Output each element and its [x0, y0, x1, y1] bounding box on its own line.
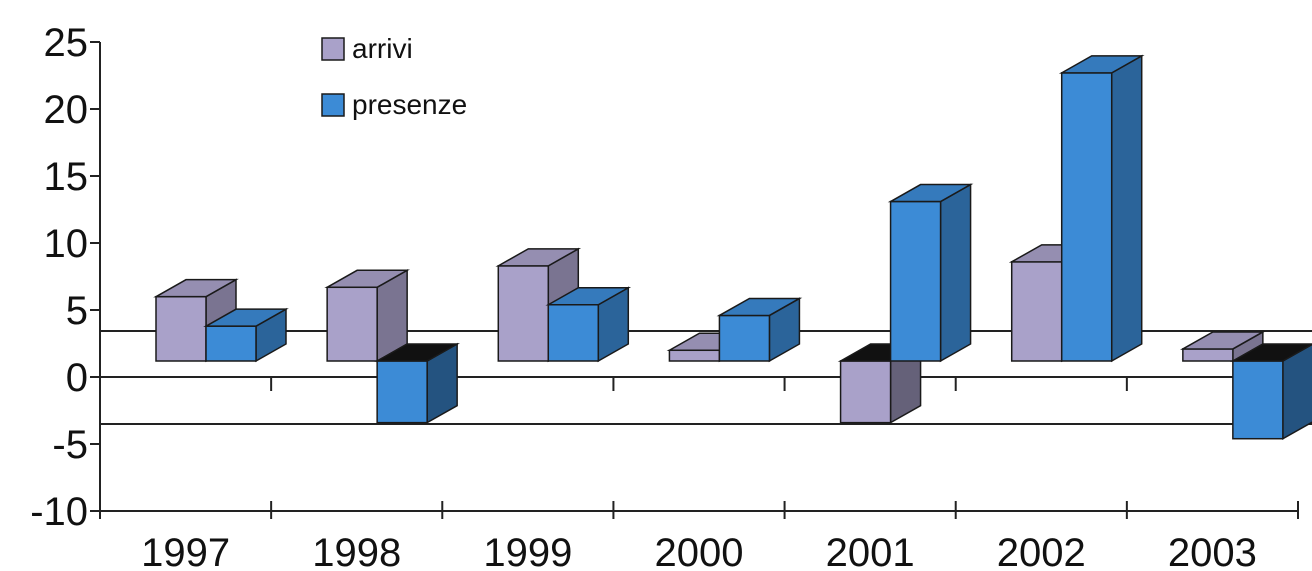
y-tick-label: 25 — [44, 21, 89, 65]
y-tick-label: -10 — [30, 490, 88, 534]
legend-swatch-arrivi — [321, 37, 345, 61]
legend-label-presenze: presenze — [352, 89, 467, 120]
x-category-label: 1998 — [312, 531, 401, 571]
bar-presenze-2003 — [1230, 343, 1312, 441]
x-category-label: 1997 — [141, 531, 230, 571]
x-category-label: 2000 — [655, 531, 744, 571]
bar-arrivi-2003 — [1180, 330, 1266, 363]
bar-presenze-1999 — [545, 286, 632, 363]
bar-layer — [153, 54, 1312, 441]
legend-swatch-presenze — [321, 93, 345, 117]
bar-presenze-2000 — [716, 297, 803, 363]
bar-presenze-1997 — [203, 307, 289, 363]
legend-label-arrivi: arrivi — [352, 33, 413, 64]
x-category-label: 2003 — [1168, 531, 1257, 571]
y-tick-label: 0 — [66, 356, 88, 400]
bar-presenze-1998 — [374, 342, 460, 424]
x-category-label: 2002 — [997, 531, 1086, 571]
y-tick-label: -5 — [52, 423, 88, 467]
axes: 25 20 15 10 5 0 -5 -10 1997 1998 1999 2000 2001 2002 2… — [30, 21, 1299, 571]
legend: arrivi presenze — [321, 33, 467, 120]
y-tick-label: 10 — [44, 222, 89, 266]
x-category-label: 1999 — [483, 531, 572, 571]
y-tick-label: 15 — [44, 155, 89, 199]
y-tick-label: 20 — [44, 88, 89, 132]
bar-arrivi-1998 — [324, 269, 410, 363]
bar-presenze-2002 — [1058, 54, 1145, 363]
bar-presenze-2001 — [887, 183, 974, 363]
x-category-label: 2001 — [826, 531, 915, 571]
bar-arrivi-2001 — [837, 342, 924, 424]
y-tick-label: 5 — [66, 289, 88, 333]
